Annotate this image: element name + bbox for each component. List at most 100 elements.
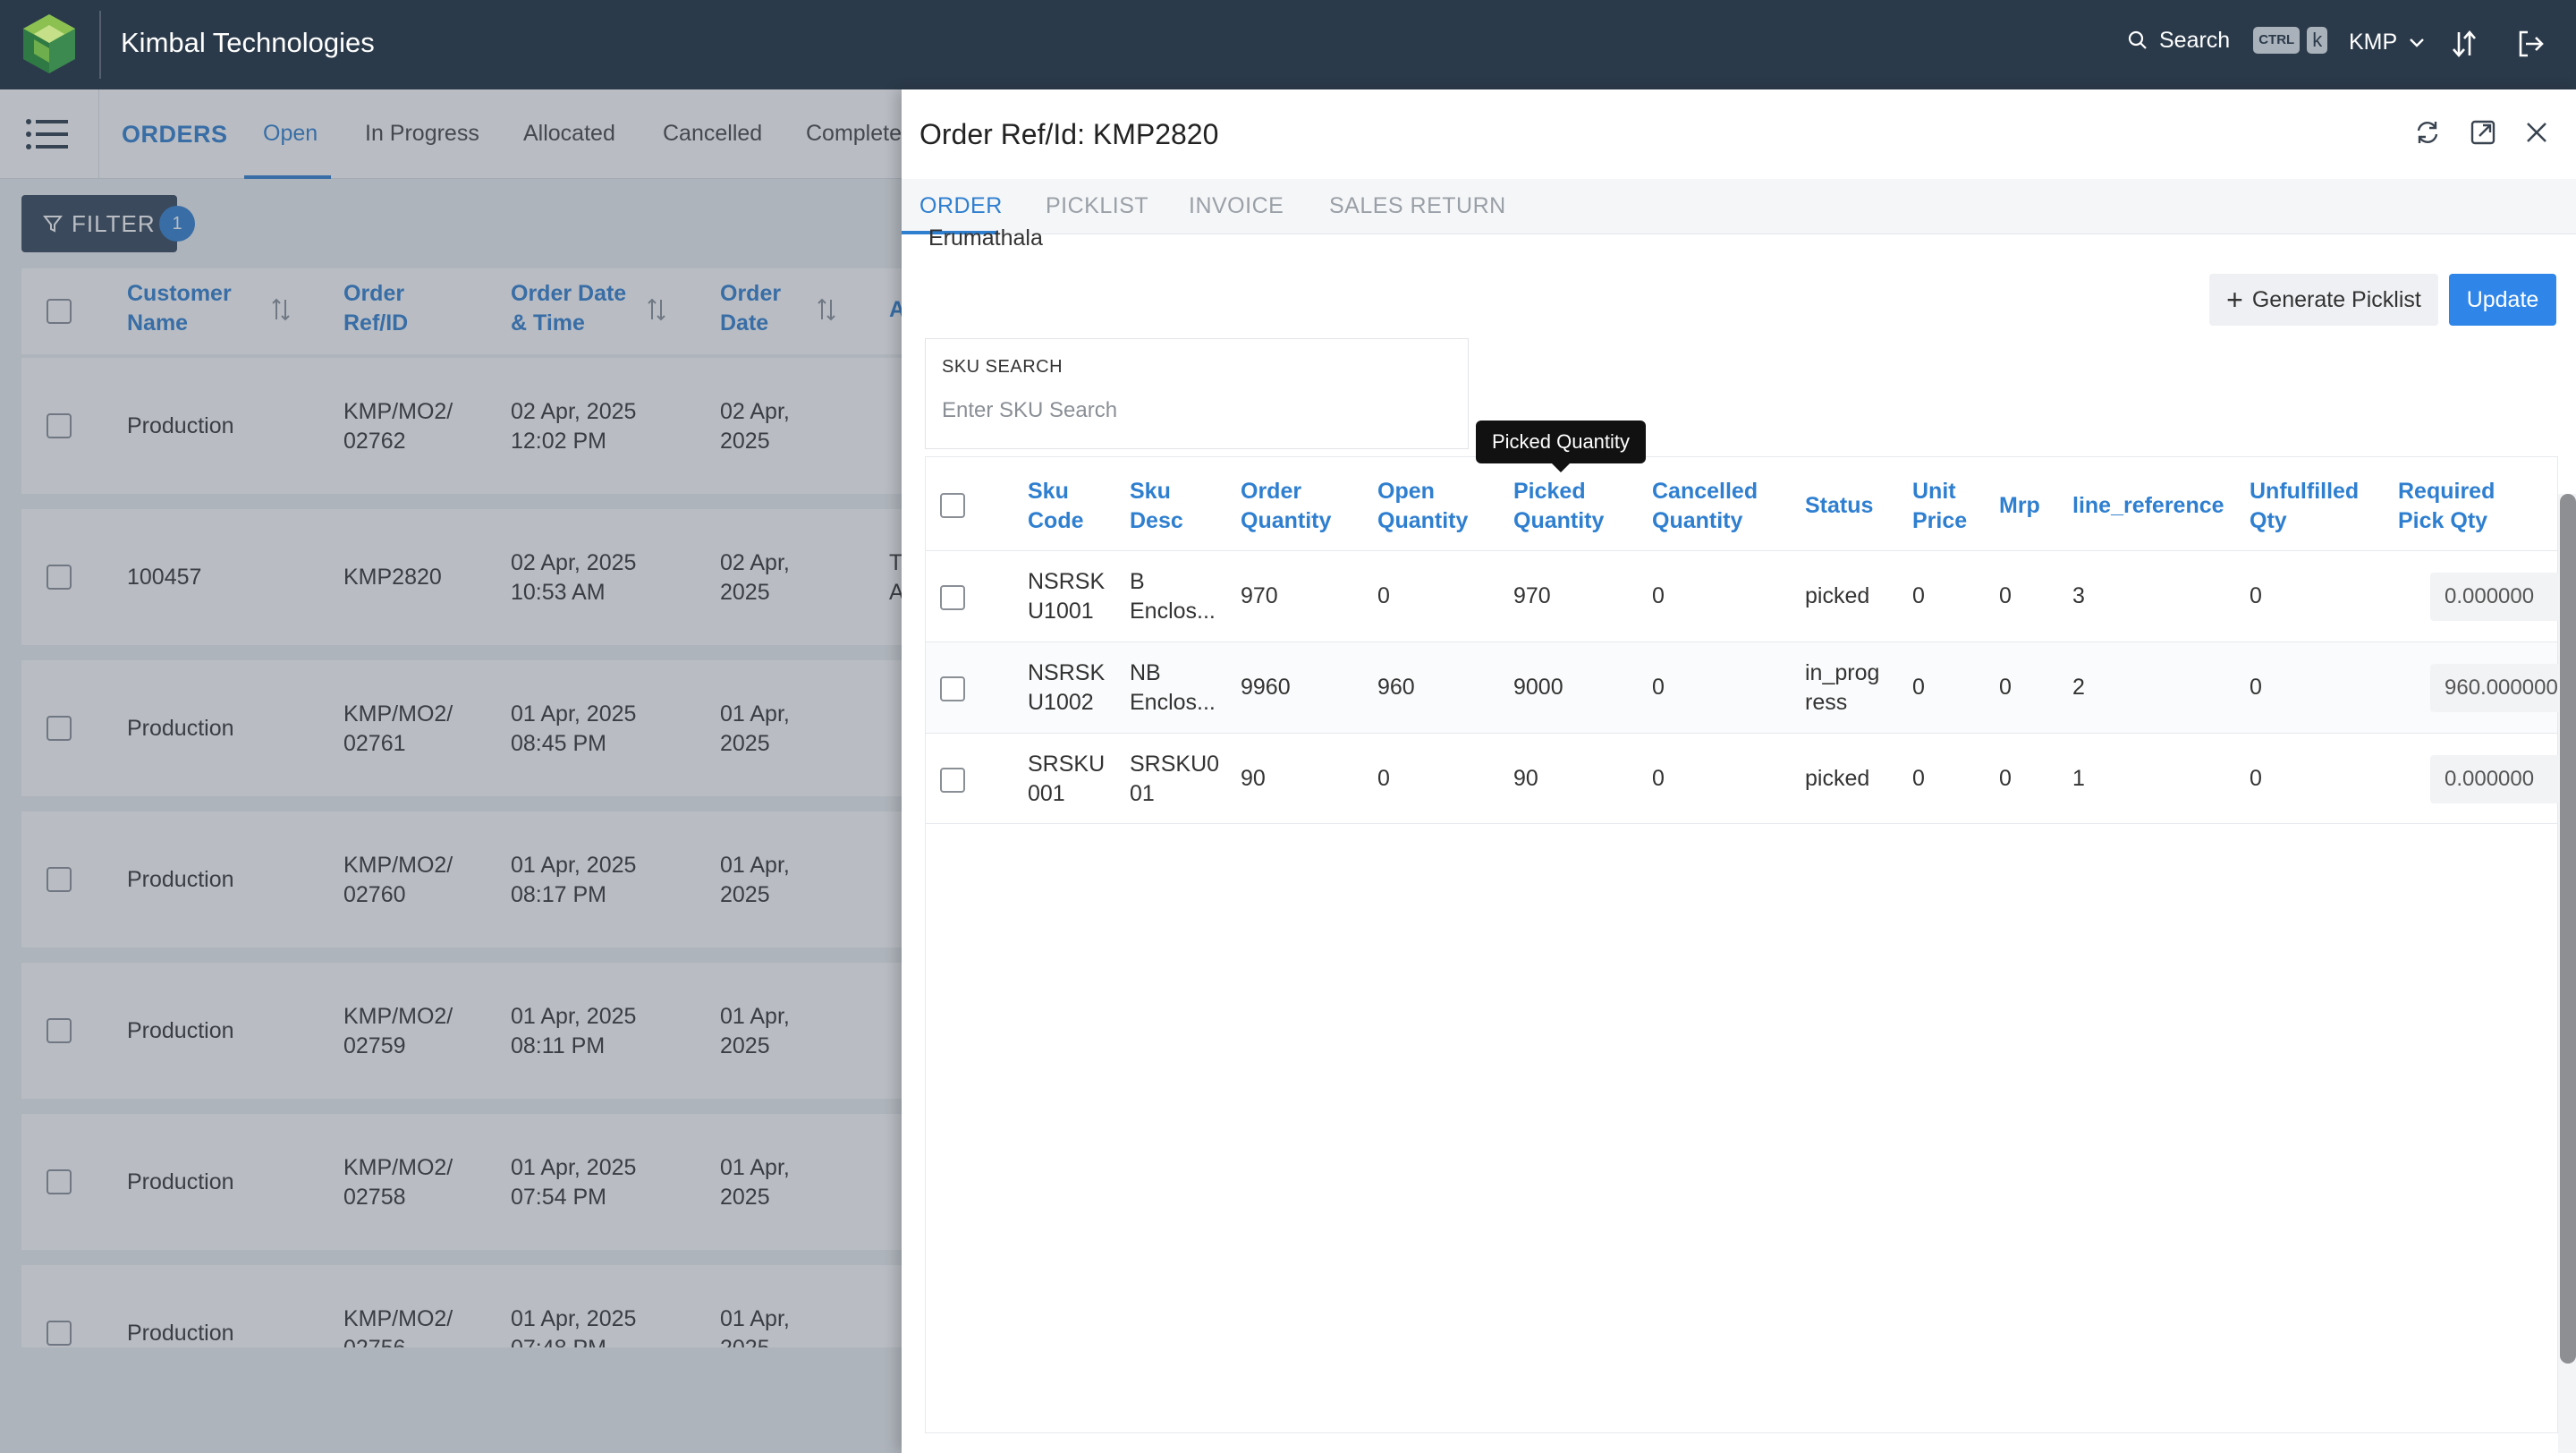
modal-backdrop[interactable] <box>0 89 902 1453</box>
column-customer-name[interactable]: Customer Name <box>127 281 232 336</box>
row-checkbox[interactable] <box>47 716 72 741</box>
column-status[interactable]: Status <box>1805 493 1874 518</box>
row-checkbox[interactable] <box>47 867 72 892</box>
org-switcher[interactable]: KMP <box>2349 30 2426 55</box>
open-in-new-icon[interactable] <box>2469 118 2497 147</box>
order-ref: KMP2820 <box>343 565 442 590</box>
sort-icon[interactable] <box>646 297 667 322</box>
column-picked-quantity[interactable]: Picked Quantity <box>1513 479 1605 533</box>
tab-cancelled[interactable]: Cancelled <box>663 121 763 146</box>
select-all-checkbox[interactable] <box>940 493 965 518</box>
column-mrp[interactable]: Mrp <box>1999 493 2040 518</box>
row-checkbox[interactable] <box>940 768 965 793</box>
picked-quantity-tooltip: Picked Quantity <box>1476 421 1646 472</box>
tab-complete[interactable]: Complete <box>806 121 902 146</box>
tab-open[interactable]: Open <box>263 121 318 146</box>
sku-search-label: SKU SEARCH <box>942 357 1063 377</box>
sort-icon[interactable] <box>270 297 292 322</box>
customer-name: Production <box>127 1321 234 1346</box>
column-order-date-time[interactable]: Order Date & Time <box>511 281 627 336</box>
unfulfilled-qty: 0 <box>2250 675 2262 700</box>
column-order-quantity[interactable]: Order Quantity <box>1241 479 1332 533</box>
column-unit-price[interactable]: Unit Price <box>1912 479 1968 533</box>
column-sku-code[interactable]: Sku Code <box>1028 479 1084 533</box>
sku-desc: B Enclos... <box>1130 569 1216 624</box>
row-checkbox[interactable] <box>47 1018 72 1043</box>
table-row[interactable]: Production KMP/MO2/ 02761 01 Apr, 2025 0… <box>21 660 902 796</box>
tab-invoice[interactable]: INVOICE <box>1189 193 1284 218</box>
order-ref: KMP/MO2/ 02761 <box>343 701 453 756</box>
cancelled-quantity: 0 <box>1652 675 1665 700</box>
table-row[interactable]: Production KMP/MO2/ 02762 02 Apr, 2025 1… <box>21 358 902 494</box>
unit-price: 0 <box>1912 675 1925 700</box>
required-pick-qty-input[interactable] <box>2430 664 2568 712</box>
line-reference: 1 <box>2072 766 2085 791</box>
customer-name: Production <box>127 1018 234 1043</box>
table-row[interactable]: Production KMP/MO2/ 02759 01 Apr, 2025 0… <box>21 963 902 1099</box>
table-row[interactable]: NSRSK U1001 B Enclos... 970 0 970 0 pick… <box>926 550 2568 642</box>
table-row[interactable]: Production KMP/MO2/ 02756 01 Apr, 2025 0… <box>21 1265 902 1347</box>
table-row[interactable]: Production KMP/MO2/ 02758 01 Apr, 2025 0… <box>21 1114 902 1250</box>
column-sku-desc[interactable]: Sku Desc <box>1130 479 1183 533</box>
column-line-reference[interactable]: line_reference <box>2072 493 2224 518</box>
sku-search-box: SKU SEARCH <box>925 338 1469 449</box>
order-ref: KMP/MO2/ 02759 <box>343 1004 453 1058</box>
unfulfilled-qty: 0 <box>2250 583 2262 608</box>
picked-quantity: 9000 <box>1513 675 1563 700</box>
company-logo-icon[interactable] <box>18 13 80 75</box>
column-order-ref[interactable]: Order Ref/ID <box>343 281 409 336</box>
row-checkbox[interactable] <box>47 413 72 438</box>
open-quantity: 0 <box>1377 766 1390 791</box>
table-row[interactable]: SRSKU 001 SRSKU0 01 90 0 90 0 picked 0 0… <box>926 733 2568 824</box>
sort-icon[interactable] <box>816 297 837 322</box>
tab-sales-return[interactable]: SALES RETURN <box>1329 193 1506 218</box>
required-pick-qty-input[interactable] <box>2430 573 2568 621</box>
row-checkbox[interactable] <box>47 1169 72 1194</box>
row-checkbox[interactable] <box>47 1321 72 1346</box>
open-quantity: 0 <box>1377 583 1390 608</box>
column-unfulfilled-qty[interactable]: Unfulfilled Qty <box>2250 479 2360 533</box>
logout-icon[interactable] <box>2515 29 2546 59</box>
menu-icon[interactable] <box>25 116 70 152</box>
refresh-icon[interactable] <box>2413 118 2442 147</box>
tab-allocated[interactable]: Allocated <box>523 121 615 146</box>
tab-in-progress[interactable]: In Progress <box>365 121 479 146</box>
generate-picklist-button[interactable]: + Generate Picklist <box>2209 274 2438 326</box>
orders-section-title: ORDERS <box>122 121 228 148</box>
row-checkbox[interactable] <box>940 585 965 610</box>
filter-count-badge: 1 <box>159 206 195 242</box>
global-search[interactable]: Search CTRL k <box>2127 27 2328 54</box>
close-icon[interactable] <box>2524 120 2549 145</box>
order-ref: KMP/MO2/ 02760 <box>343 853 453 907</box>
company-name: Kimbal Technologies <box>121 27 375 58</box>
sku-desc: SRSKU0 01 <box>1130 752 1220 806</box>
column-required-pick-qty[interactable]: Required Pick Qty <box>2398 479 2496 533</box>
picked-quantity: 970 <box>1513 583 1551 608</box>
select-all-checkbox[interactable] <box>47 299 72 324</box>
sku-code: NSRSK U1001 <box>1028 569 1106 624</box>
drawer-scrollbar-thumb[interactable] <box>2560 494 2576 1364</box>
order-date: 02 Apr, 2025 <box>720 550 790 605</box>
row-checkbox[interactable] <box>47 565 72 590</box>
row-checkbox[interactable] <box>940 676 965 701</box>
open-quantity: 960 <box>1377 675 1415 700</box>
column-cancelled-quantity[interactable]: Cancelled Quantity <box>1652 479 1758 533</box>
order-ref: KMP/MO2/ 02758 <box>343 1155 453 1210</box>
sku-search-input[interactable] <box>942 393 1443 429</box>
column-order-date[interactable]: Order Date <box>720 281 782 336</box>
column-open-quantity[interactable]: Open Quantity <box>1377 479 1469 533</box>
truncated-cell: T A <box>889 550 903 605</box>
order-ref: KMP/MO2/ 02756 <box>343 1306 453 1347</box>
required-pick-qty-input[interactable] <box>2430 755 2568 803</box>
tab-order[interactable]: ORDER <box>919 193 1003 218</box>
update-button[interactable]: Update <box>2449 274 2556 326</box>
sort-order-icon[interactable] <box>2451 29 2478 59</box>
table-row[interactable]: 100457 KMP2820 02 Apr, 2025 10:53 AM 02 … <box>21 509 903 645</box>
table-row[interactable]: Production KMP/MO2/ 02760 01 Apr, 2025 0… <box>21 811 902 947</box>
tab-picklist[interactable]: PICKLIST <box>1046 193 1149 218</box>
filter-button[interactable]: FILTER <box>21 195 177 252</box>
shortcut-ctrl-key: CTRL <box>2253 27 2301 54</box>
table-row[interactable]: NSRSK U1002 NB Enclos... 9960 960 9000 0… <box>926 642 2568 733</box>
customer-location: Erumathala <box>928 225 1043 251</box>
customer-name: Production <box>127 867 234 892</box>
